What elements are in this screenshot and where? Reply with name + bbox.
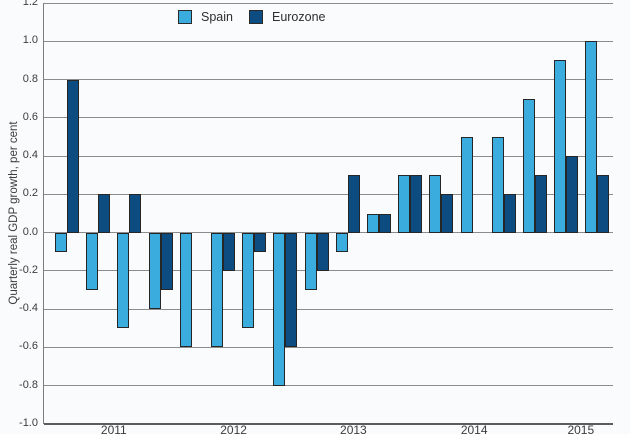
gridline-y--0.8: [44, 385, 613, 387]
gridline-y-0.6: [44, 117, 613, 119]
gridline-y-1.0: [44, 40, 613, 42]
bar-spain-2011q3: [117, 232, 130, 329]
bar-spain-2014q3: [491, 136, 504, 233]
y-tick-label--1.0: -1.0: [19, 417, 38, 429]
gridline-y--1.0: [44, 422, 613, 425]
x-year-label-2015: 2015: [567, 423, 595, 434]
y-tick-label-0.8: 0.8: [22, 72, 38, 85]
bar-spain-2014q1: [429, 175, 442, 233]
legend-item-eurozone: Eurozone: [248, 10, 326, 24]
y-tick-label-0.0: 0.0: [22, 225, 38, 238]
bar-spain-2011q1: [55, 232, 67, 252]
bar-eurozone-2013q2: [347, 175, 360, 233]
bar-eurozone-2011q4: [160, 232, 173, 291]
bar-spain-2012q3: [242, 232, 255, 329]
bar-spain-2014q2: [460, 136, 473, 233]
y-tick-label--0.6: -0.6: [19, 340, 38, 353]
bar-spain-2013q3: [367, 213, 379, 233]
y-tick-label-0.4: 0.4: [22, 149, 38, 162]
gridline-y--0.6: [44, 346, 613, 348]
bar-eurozone-2014q3: [503, 194, 516, 233]
x-year-label-2011: 2011: [100, 423, 127, 434]
bar-spain-2015q1: [554, 60, 567, 233]
y-tick-label-0.2: 0.2: [22, 187, 38, 200]
bar-eurozone-2014q4: [535, 175, 547, 233]
bar-eurozone-2012q3: [254, 232, 267, 252]
bar-eurozone-2011q2: [98, 194, 111, 233]
legend-item-spain: Spain: [178, 10, 233, 24]
gridline-y--0.4: [44, 308, 613, 310]
legend-label-spain: Spain: [201, 10, 233, 24]
x-year-label-2014: 2014: [460, 423, 488, 434]
bar-spain-2013q4: [398, 175, 411, 233]
y-tick-label-1.2: 1.2: [22, 0, 38, 8]
bar-eurozone-2012q4: [285, 232, 298, 348]
bar-spain-2011q2: [86, 232, 99, 291]
y-tick-label-1.0: 1.0: [22, 34, 38, 47]
bar-spain-2015q2: [585, 41, 598, 233]
bar-eurozone-2012q2: [223, 232, 235, 271]
bar-eurozone-2015q2: [597, 175, 610, 233]
y-tick-label-0.6: 0.6: [22, 110, 38, 123]
gridline-y--0.2: [44, 270, 613, 272]
bar-spain-2014q4: [523, 98, 535, 233]
x-year-label-2013: 2013: [340, 423, 367, 434]
legend-swatch-eurozone: [248, 10, 263, 24]
bar-spain-2012q4: [273, 232, 286, 386]
bar-eurozone-2013q4: [410, 175, 423, 233]
gridline-y-0.2: [44, 193, 613, 195]
bar-eurozone-2011q1: [67, 79, 79, 233]
bar-spain-2012q1: [179, 232, 192, 348]
legend-label-eurozone: Eurozone: [271, 10, 326, 24]
y-tick-label--0.8: -0.8: [19, 378, 38, 391]
bar-eurozone-2011q3: [129, 194, 142, 233]
bar-eurozone-2013q1: [316, 232, 329, 271]
bar-eurozone-2013q3: [379, 213, 391, 233]
legend-swatch-spain: [178, 10, 192, 24]
bar-eurozone-2014q1: [441, 194, 454, 233]
legend: Spain Eurozone: [178, 10, 326, 24]
x-year-label-2012: 2012: [220, 423, 247, 434]
bar-eurozone-2015q1: [566, 156, 579, 233]
gridline-y-1.2: [44, 2, 613, 4]
bar-spain-2013q1: [304, 232, 317, 291]
gridline-y-0.8: [44, 79, 613, 81]
y-tick-label--0.2: -0.2: [19, 263, 38, 276]
y-axis-line: [43, 3, 44, 424]
plot-area: Spain Eurozone: [44, 2, 613, 425]
gridline-y-0.4: [44, 155, 613, 157]
bar-spain-2011q4: [148, 232, 161, 310]
bar-spain-2012q2: [211, 232, 223, 348]
y-tick-label--0.4: -0.4: [19, 302, 38, 315]
bar-spain-2013q2: [335, 232, 348, 252]
